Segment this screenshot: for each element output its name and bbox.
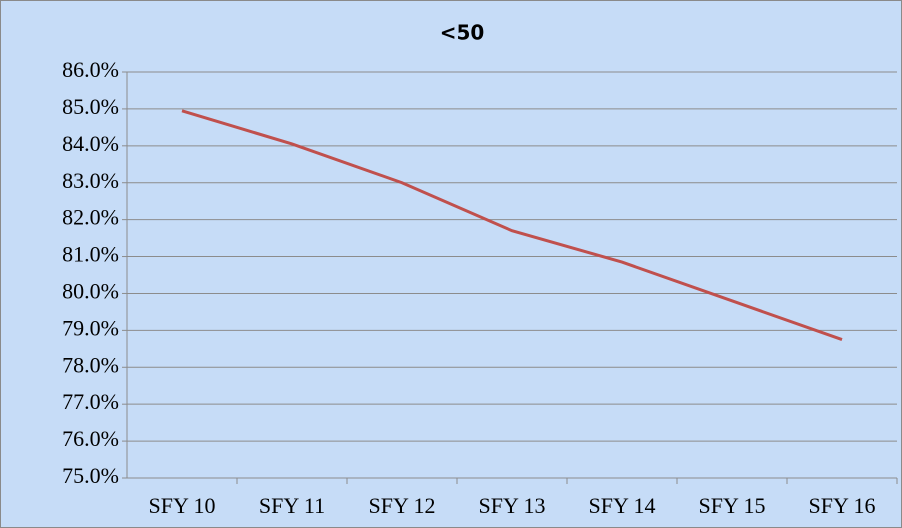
x-tick-label: SFY 11 <box>259 493 325 518</box>
y-tick-label: 83.0% <box>62 168 119 193</box>
y-tick-label: 84.0% <box>62 131 119 156</box>
y-tick-label: 81.0% <box>62 242 119 267</box>
x-tick-label: SFY 12 <box>368 493 435 518</box>
y-tick-label: 77.0% <box>62 389 119 414</box>
x-tick-label: SFY 15 <box>698 493 765 518</box>
y-tick-label: 78.0% <box>62 352 119 377</box>
x-tick-label: SFY 14 <box>588 493 655 518</box>
y-tick-label: 76.0% <box>62 426 119 451</box>
y-tick-label: 85.0% <box>62 94 119 119</box>
y-tick-label: 82.0% <box>62 205 119 230</box>
x-tick-label: SFY 16 <box>808 493 875 518</box>
y-tick-label: 75.0% <box>62 463 119 488</box>
y-tick-label: 86.0% <box>62 57 119 82</box>
y-tick-label: 79.0% <box>62 315 119 340</box>
x-tick-label: SFY 13 <box>478 493 545 518</box>
line-series <box>181 109 843 342</box>
x-tick-label: SFY 10 <box>148 493 215 518</box>
y-tick-label: 80.0% <box>62 279 119 304</box>
chart-title: <50 <box>440 21 485 45</box>
